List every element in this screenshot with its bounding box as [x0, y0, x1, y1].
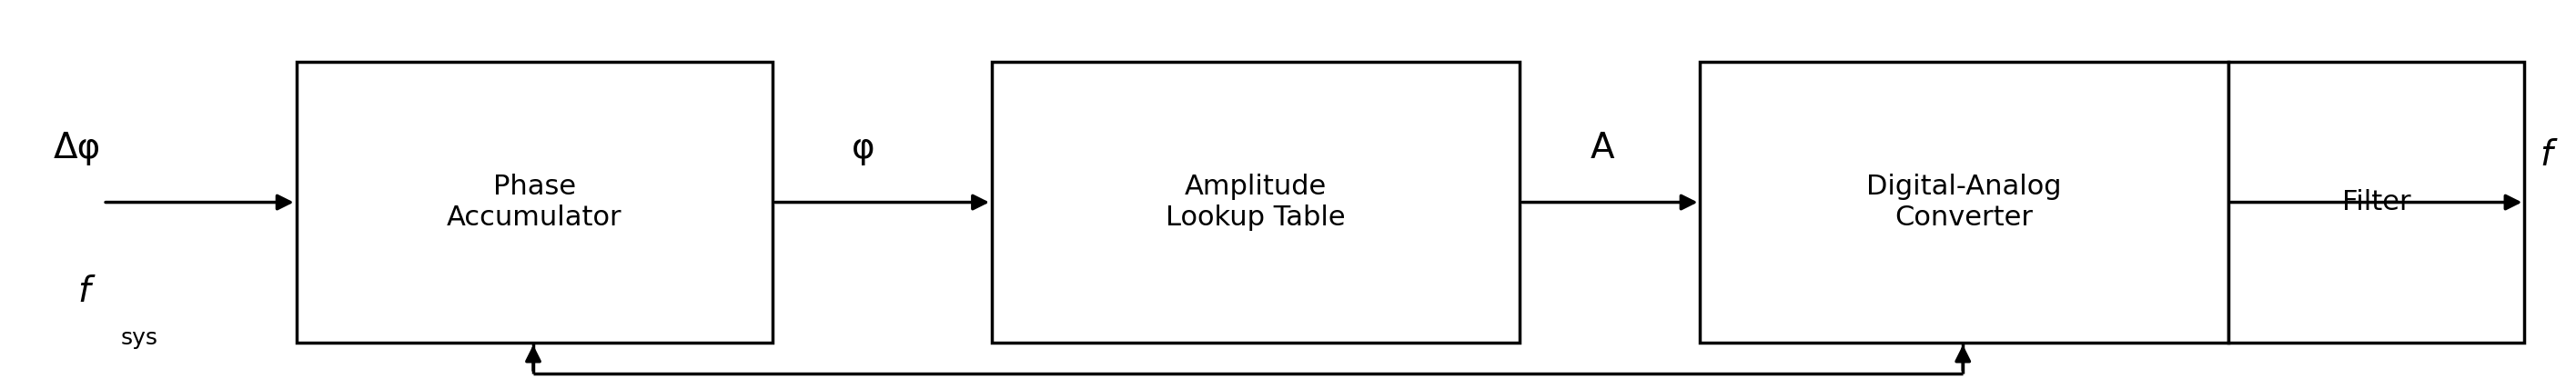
Bar: [992, 62, 1520, 342]
Text: Amplitude
Lookup Table: Amplitude Lookup Table: [1167, 174, 1345, 231]
Bar: [2228, 62, 2524, 342]
Text: sys: sys: [121, 328, 157, 349]
Text: f: f: [2540, 138, 2553, 173]
Text: Phase
Accumulator: Phase Accumulator: [446, 174, 623, 231]
Text: Δφ: Δφ: [54, 131, 100, 165]
Text: f: f: [77, 275, 90, 309]
Text: φ: φ: [850, 131, 876, 165]
Text: Digital-Analog
Converter: Digital-Analog Converter: [1868, 174, 2061, 231]
Bar: [1700, 62, 2228, 342]
Bar: [296, 62, 773, 342]
Text: Filter: Filter: [2342, 189, 2411, 216]
Text: A: A: [1589, 131, 1615, 165]
